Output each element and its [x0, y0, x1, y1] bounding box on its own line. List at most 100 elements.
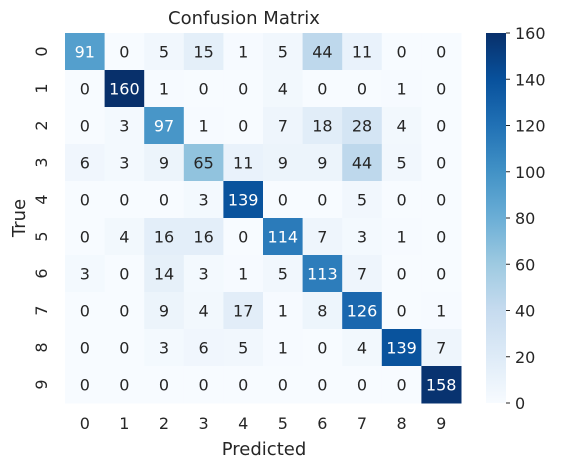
heatmap-cell: [263, 329, 304, 367]
cell-value-label: 0: [397, 376, 407, 395]
heatmap-cell: [342, 144, 383, 182]
cell-value-label: 0: [199, 376, 209, 395]
heatmap-cell: [144, 144, 185, 182]
heatmap-cell: [421, 255, 462, 293]
heatmap-cell: [104, 218, 145, 256]
cell-value-label: 4: [278, 80, 288, 99]
cell-value-label: 1: [238, 43, 248, 62]
colorbar-tick-label: 0: [515, 394, 525, 413]
heatmap-cell: [263, 218, 304, 256]
cell-value-label: 0: [159, 191, 169, 210]
heatmap-cell: [104, 107, 145, 145]
heatmap-cells: [65, 33, 462, 404]
cell-value-label: 0: [238, 117, 248, 136]
heatmap-cell: [381, 107, 422, 145]
cell-value-label: 0: [436, 117, 446, 136]
heatmap-cell: [421, 33, 462, 71]
heatmap-cell: [263, 33, 304, 71]
heatmap-cell: [302, 292, 343, 330]
x-tick-label: 2: [159, 414, 169, 433]
x-axis-label: Predicted: [222, 439, 307, 460]
heatmap-cell: [263, 181, 304, 219]
cell-value-label: 0: [80, 376, 90, 395]
heatmap-cell: [223, 366, 264, 404]
cell-value-label: 44: [352, 154, 372, 173]
cell-value-label: 16: [154, 228, 174, 247]
cell-value-label: 1: [199, 117, 209, 136]
heatmap-cell-labels: 91 0 5 15 1 5 44 11 0 00 160 1 0 0 4 0 0 1 00 3 97 1 0 7 18 28 4 06…: [75, 43, 457, 395]
cell-value-label: 97: [154, 117, 174, 136]
cell-value-label: 4: [199, 302, 209, 321]
heatmap-cell: [381, 292, 422, 330]
heatmap-cell: [104, 292, 145, 330]
cell-value-label: 1: [238, 265, 248, 284]
heatmap-cell: [421, 329, 462, 367]
heatmap-cell: [183, 107, 224, 145]
heatmap-cell: [421, 107, 462, 145]
colorbar: [486, 33, 506, 403]
cell-value-label: 6: [80, 154, 90, 173]
cell-value-label: 160: [109, 80, 140, 99]
colorbar-tick-label: 80: [515, 209, 535, 228]
cell-value-label: 11: [352, 43, 372, 62]
heatmap-cell: [104, 33, 145, 71]
heatmap-cell: [342, 33, 383, 71]
heatmap-cell: [144, 33, 185, 71]
heatmap-cell: [144, 107, 185, 145]
heatmap-cell: [381, 329, 422, 367]
heatmap-cell: [65, 329, 106, 367]
heatmap-cell: [381, 33, 422, 71]
x-tick-label: 9: [436, 414, 446, 433]
cell-value-label: 0: [238, 80, 248, 99]
colorbar-tick-label: 120: [515, 117, 546, 136]
heatmap-cell: [342, 329, 383, 367]
cell-value-label: 0: [317, 376, 327, 395]
cell-value-label: 1: [278, 339, 288, 358]
cell-value-label: 3: [159, 339, 169, 358]
y-tick-label: 5: [32, 231, 51, 241]
cell-value-label: 28: [352, 117, 372, 136]
heatmap-cell: [183, 255, 224, 293]
cell-value-label: 0: [357, 80, 367, 99]
heatmap-cell: [65, 144, 106, 182]
heatmap-cell: [302, 218, 343, 256]
y-tick-label: 1: [32, 83, 51, 93]
cell-value-label: 16: [193, 228, 213, 247]
heatmap-cell: [65, 107, 106, 145]
heatmap-cell: [104, 329, 145, 367]
y-tick-label: 0: [32, 46, 51, 56]
cell-value-label: 0: [436, 80, 446, 99]
cell-value-label: 1: [159, 80, 169, 99]
cell-value-label: 0: [119, 339, 129, 358]
colorbar-tick-label: 20: [515, 348, 535, 367]
colorbar-tick-label: 100: [515, 163, 546, 182]
cell-value-label: 4: [357, 339, 367, 358]
colorbar-tick-label: 40: [515, 302, 535, 321]
cell-value-label: 0: [317, 191, 327, 210]
heatmap-cell: [421, 181, 462, 219]
heatmap-cell: [263, 107, 304, 145]
heatmap-cell: [342, 218, 383, 256]
cell-value-label: 14: [154, 265, 174, 284]
x-tick-label: 7: [357, 414, 367, 433]
cell-value-label: 17: [233, 302, 253, 321]
heatmap-cell: [421, 70, 462, 108]
cell-value-label: 0: [159, 376, 169, 395]
heatmap-cell: [223, 292, 264, 330]
cell-value-label: 0: [317, 339, 327, 358]
heatmap-cell: [144, 181, 185, 219]
x-tick-label: 3: [199, 414, 209, 433]
heatmap-cell: [223, 144, 264, 182]
cell-value-label: 3: [199, 265, 209, 284]
colorbar-tick-label: 160: [515, 24, 546, 43]
heatmap-cell: [342, 255, 383, 293]
heatmap-cell: [263, 70, 304, 108]
heatmap-cell: [183, 366, 224, 404]
heatmap-cell: [381, 70, 422, 108]
cell-value-label: 5: [238, 339, 248, 358]
x-axis-ticks: 0 1 2 3 4 5 6 7 8 9: [80, 414, 447, 433]
heatmap-cell: [223, 255, 264, 293]
cell-value-label: 0: [436, 265, 446, 284]
cell-value-label: 5: [357, 191, 367, 210]
cell-value-label: 3: [357, 228, 367, 247]
